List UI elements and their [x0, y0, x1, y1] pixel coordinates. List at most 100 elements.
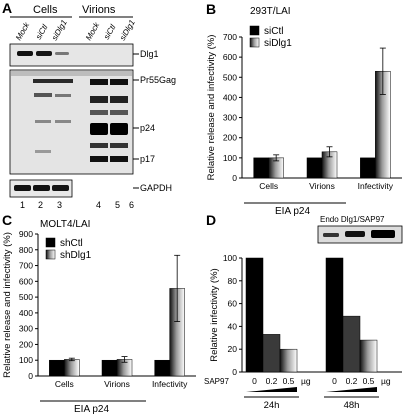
chart-b-bar [253, 157, 269, 179]
panel-c-cell-line: MOLT4/LAI [40, 219, 90, 230]
chart-d-y-axis-label: Relative infectivity (%) [209, 268, 220, 361]
chart-d-unit-label: µg [381, 376, 391, 386]
lane-number-6: 6 [129, 200, 134, 210]
chart-c-legend-swatch [45, 249, 56, 260]
blot-dlg1 [9, 43, 134, 67]
chart-c-y-tick-label: 100 [19, 355, 33, 365]
chart-c-category-label: Cells [55, 379, 74, 389]
chart-d-unit-label: µg [301, 376, 311, 386]
chart-b-category-label: Infectivity [358, 181, 394, 191]
chart-d-y-tick-label: 40 [228, 321, 238, 331]
blot-label-p24: p24 [140, 123, 155, 133]
chart-d-y-tick-label: 60 [228, 299, 238, 309]
chart-d-time-label: 24h [264, 400, 280, 411]
lane-number-5: 5 [115, 200, 120, 210]
chart-d-y-tick-label: 80 [228, 276, 238, 286]
chart-d-bar [279, 348, 298, 373]
chart-d-dose-label: 0.2 [346, 376, 358, 386]
panel-d-inset-label: Endo Dlg1/SAP97 [320, 215, 385, 224]
chart-d-y-tick-label: 0 [232, 367, 237, 377]
chart-b: 0 100 200 300 400 500 600 700 Relative release a… [206, 25, 402, 191]
lane-number-1: 1 [20, 200, 25, 210]
chart-b-y-tick-label: 300 [223, 113, 237, 123]
chart-b-y-tick-label: 600 [223, 52, 237, 62]
chart-d-bar [359, 339, 378, 373]
chart-d-dose-wedge [246, 387, 297, 392]
panel-b-cell-line: 293T/LAI [250, 6, 291, 17]
lane-number-4: 4 [96, 200, 101, 210]
chart-d-dose-label: 0 [252, 376, 257, 386]
panel-d-sap97-label: SAP97 [204, 377, 229, 386]
chart-b-legend-swatch [249, 37, 260, 48]
chart-c-y-tick-label: 700 [19, 261, 33, 271]
chart-b-bar [306, 157, 323, 179]
chart-b-category-label: Cells [259, 181, 278, 191]
chart-d-dose-label: 0 [332, 376, 337, 386]
group-label-cells: Cells [33, 4, 58, 16]
panel-a: A Cells Virions Mock siCtl siDlg1 Mock s… [2, 0, 176, 210]
chart-d-bar [325, 257, 344, 373]
panel-d: D Endo Dlg1/SAP97 SAP97 0 20 40 60 80 100Rela… [204, 212, 403, 411]
chart-c: 0 100 200 300 400 500 600 700 800 900 Relative rel… [2, 229, 196, 389]
chart-c-bar [49, 359, 65, 377]
chart-b-y-tick-label: 200 [223, 133, 237, 143]
panel-b-eia-label: EIA p24 [275, 206, 310, 217]
lane-header-5: siCtl [102, 23, 118, 41]
chart-c-category-label: Virions [104, 379, 130, 389]
chart-b-legend-label: siCtl [264, 26, 283, 37]
chart-c-y-tick-label: 200 [19, 339, 33, 349]
chart-d-bar [245, 257, 264, 373]
chart-c-y-tick-label: 800 [19, 245, 33, 255]
chart-b-y-tick-label: 100 [223, 153, 237, 163]
lane-header-3: siDlg1 [50, 18, 69, 42]
blot-label-pr55gag: Pr55Gag [140, 75, 176, 85]
lane-number-3: 3 [57, 200, 62, 210]
chart-d-y-tick-label: 20 [228, 344, 238, 354]
panel-c-eia-label: EIA p24 [74, 404, 109, 415]
chart-b-y-tick-label: 400 [223, 92, 237, 102]
chart-d-y-tick-label: 100 [223, 253, 237, 263]
chart-b-y-axis-label: Relative release and infectivity (%) [206, 35, 217, 181]
chart-c-y-axis-label: Relative release and infectivity (%) [2, 232, 13, 378]
chart-c-y-tick-label: 300 [19, 324, 33, 334]
chart-b-y-tick-label: 700 [223, 32, 237, 42]
chart-c-bar [101, 359, 118, 377]
chart-c-y-tick-label: 400 [19, 308, 33, 318]
chart-c-legend-label: shDlg1 [60, 250, 92, 261]
blot-label-dlg1: Dlg1 [140, 49, 159, 59]
lane-header-1: Mock [14, 20, 32, 42]
panel-c-letter: C [2, 212, 12, 228]
chart-b-legend-swatch [249, 25, 260, 36]
chart-d-bar [342, 315, 361, 373]
blot-label-gapdh: GAPDH [140, 183, 172, 193]
chart-c-bar [64, 359, 80, 377]
panel-a-letter: A [2, 0, 12, 16]
panel-b-letter: B [206, 1, 216, 17]
chart-d-bar [262, 334, 281, 373]
chart-b-y-tick-label: 500 [223, 72, 237, 82]
lane-header-4: Mock [84, 20, 102, 42]
chart-c-y-tick-label: 500 [19, 292, 33, 302]
chart-d-dose-label: 0.5 [363, 376, 375, 386]
chart-c-y-tick-label: 900 [19, 229, 33, 239]
chart-b-bar [360, 157, 376, 179]
chart-d-dose-label: 0.2 [266, 376, 278, 386]
chart-c-bar [154, 359, 170, 377]
chart-d-dose-label: 0.5 [283, 376, 295, 386]
chart-b-y-tick-label: 0 [232, 173, 237, 183]
chart-c-legend-swatch [45, 237, 56, 248]
chart-c-y-tick-label: 600 [19, 276, 33, 286]
blot-label-p17: p17 [140, 154, 155, 164]
lane-number-2: 2 [38, 200, 43, 210]
group-label-virions: Virions [82, 4, 116, 16]
lane-header-2: siCtl [34, 23, 50, 41]
chart-d-dose-wedge [326, 387, 377, 392]
panel-b: B 293T/LAI EIA p24 0 100 200 300 400 500 600 70… [206, 1, 402, 217]
chart-c-legend-label: shCtl [60, 238, 83, 249]
chart-b-legend-label: siDlg1 [264, 38, 292, 49]
panel-d-letter: D [206, 212, 216, 228]
chart-c-category-label: Infectivity [152, 379, 188, 389]
chart-d-time-label: 48h [344, 400, 360, 411]
